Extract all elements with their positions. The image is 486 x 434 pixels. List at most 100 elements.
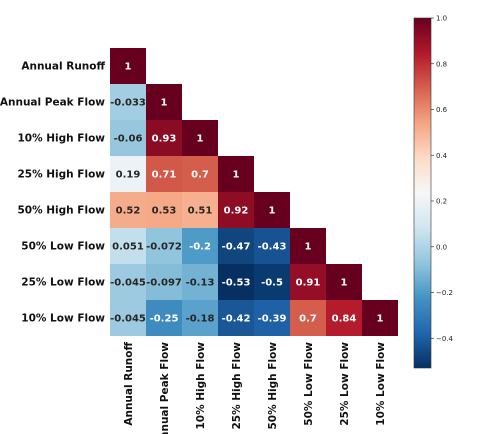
cell-value-label: 1: [377, 314, 384, 325]
y-tick-label: Annual Peak Flow: [0, 97, 105, 109]
cell-value-label: -0.25: [150, 314, 179, 325]
cell-value-label: 0.7: [191, 170, 209, 181]
heatmap-cell: [146, 120, 182, 156]
colorbar-tick-label: 0.6: [436, 106, 448, 114]
cell-value-label: -0.045: [110, 314, 146, 325]
heatmap-cell: [182, 228, 218, 264]
cell-value-label: 0.7: [299, 314, 317, 325]
x-tick-label: 50% High Flow: [267, 342, 279, 430]
cell-value-label: 1: [161, 98, 168, 109]
colorbar-tick-label: 0.2: [436, 198, 447, 206]
heatmap-cell: [182, 300, 218, 336]
colorbar: 1.0 0.8 0.6 0.4 0.2 0.0 −0.2 −0.4: [413, 15, 454, 369]
heatmap-cell: [218, 264, 254, 300]
colorbar-tick-label: 1.0: [436, 15, 447, 23]
heatmap-cell: [110, 84, 146, 120]
cell-value-label: -0.033: [110, 98, 146, 109]
cell-value-label: -0.18: [186, 314, 215, 325]
y-axis-labels: Annual Runoff Annual Peak Flow 10% High Fl…: [0, 61, 105, 325]
cell-value-label: -0.045: [110, 278, 146, 289]
cell-value-label: 0.52: [116, 206, 141, 217]
cell-value-label: -0.43: [258, 242, 287, 253]
heatmap-cell: [326, 300, 362, 336]
heatmap-cell: [254, 228, 290, 264]
cell-value-label: 1: [197, 134, 204, 145]
heatmap-cell: [110, 264, 146, 300]
heatmap-cell: [290, 264, 326, 300]
heatmap-cell: [146, 192, 182, 228]
heatmap-cell: [146, 84, 182, 120]
colorbar-tick-label: −0.4: [436, 335, 454, 343]
heatmap-cell: [182, 192, 218, 228]
cell-value-label: -0.53: [222, 278, 251, 289]
cell-value-label: -0.06: [114, 134, 143, 145]
heatmap-cells: 1-0.033 1-0.06 0.93 10.19 0.71 0.7 10.52 0.53 0.…: [110, 48, 398, 336]
colorbar-tick-label: −0.2: [436, 289, 453, 297]
cell-value-label: 1: [305, 242, 312, 253]
cell-value-label: 0.84: [332, 314, 357, 325]
heatmap-cell: [218, 300, 254, 336]
heatmap-cell: [110, 192, 146, 228]
heatmap-cell: [290, 300, 326, 336]
heatmap-cell: [110, 156, 146, 192]
y-tick-label: 10% Low Flow: [21, 313, 105, 325]
heatmap-cell: [326, 264, 362, 300]
y-tick-label: 25% High Flow: [17, 169, 105, 181]
cell-value-label: -0.47: [222, 242, 251, 253]
cell-value-label: 0.051: [112, 242, 144, 253]
cell-value-label: 0.92: [224, 206, 249, 217]
heatmap-cell: [254, 264, 290, 300]
cell-value-label: 0.53: [152, 206, 177, 217]
heatmap-cell: [254, 300, 290, 336]
cell-value-label: -0.42: [222, 314, 251, 325]
colorbar-tick-label: 0.0: [436, 243, 447, 251]
cell-value-label: 0.93: [152, 134, 177, 145]
cell-value-label: -0.5: [261, 278, 283, 289]
y-tick-label: Annual Runoff: [21, 61, 105, 73]
cell-value-label: 1: [233, 170, 240, 181]
cell-value-label: 0.91: [296, 278, 321, 289]
colorbar-tick-label: 0.4: [436, 152, 448, 160]
cell-value-label: -0.13: [186, 278, 215, 289]
cell-value-label: 0.51: [188, 206, 213, 217]
cell-value-label: 1: [269, 206, 276, 217]
heatmap-cell: [218, 228, 254, 264]
heatmap-cell: [182, 156, 218, 192]
heatmap-cell: [182, 264, 218, 300]
heatmap-cell: [146, 156, 182, 192]
colorbar-tick-label: 0.8: [436, 60, 447, 68]
x-tick-label: 50% Low Flow: [303, 342, 315, 426]
x-tick-label: 25% Low Flow: [339, 342, 351, 426]
x-tick-label: 10% High Flow: [195, 342, 207, 430]
cell-value-label: -0.072: [146, 242, 182, 253]
cell-value-label: -0.39: [258, 314, 287, 325]
colorbar-gradient: [413, 17, 432, 369]
y-tick-label: 25% Low Flow: [21, 277, 105, 289]
heatmap-cell: [254, 192, 290, 228]
y-tick-label: 50% High Flow: [17, 205, 105, 217]
y-tick-label: 50% Low Flow: [21, 241, 105, 253]
heatmap-cell: [362, 300, 398, 336]
x-tick-label: 25% High Flow: [231, 342, 243, 430]
heatmap-cell: [110, 48, 146, 84]
cell-value-label: -0.2: [189, 242, 211, 253]
x-tick-label: 10% Low Flow: [375, 342, 387, 426]
heatmap-cell: [110, 300, 146, 336]
x-tick-label: Annual Peak Flow: [159, 342, 171, 434]
heatmap-cell: [110, 228, 146, 264]
heatmap-cell: [146, 228, 182, 264]
cell-value-label: 0.71: [152, 170, 177, 181]
cell-value-label: 0.19: [116, 170, 141, 181]
heatmap-cell: [218, 192, 254, 228]
heatmap-cell: [146, 300, 182, 336]
cell-value-label: 1: [125, 62, 132, 73]
heatmap-cell: [218, 156, 254, 192]
heatmap-cell: [110, 120, 146, 156]
cell-value-label: 1: [341, 278, 348, 289]
heatmap-cell: [182, 120, 218, 156]
cell-value-label: -0.097: [146, 278, 182, 289]
x-tick-label: Annual Runoff: [123, 342, 135, 426]
y-tick-label: 10% High Flow: [17, 133, 105, 145]
x-axis-labels: Annual Runoff Annual Peak Flow 10% High Fl…: [123, 342, 387, 434]
